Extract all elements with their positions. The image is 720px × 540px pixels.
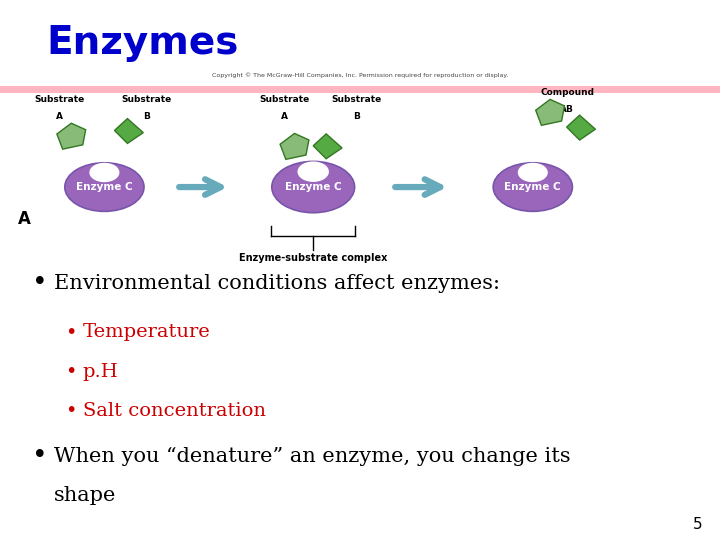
Text: Salt concentration: Salt concentration — [83, 402, 266, 420]
Text: Substrate: Substrate — [35, 95, 85, 104]
Polygon shape — [567, 115, 595, 140]
Text: B: B — [353, 112, 360, 121]
Polygon shape — [114, 119, 143, 144]
Text: When you “denature” an enzyme, you change its: When you “denature” an enzyme, you chang… — [54, 447, 571, 466]
Ellipse shape — [493, 163, 572, 211]
Ellipse shape — [518, 163, 548, 182]
Text: A: A — [281, 112, 288, 121]
Ellipse shape — [65, 163, 144, 211]
Ellipse shape — [271, 161, 354, 213]
Text: Compound: Compound — [540, 89, 595, 97]
Text: •: • — [32, 443, 48, 469]
Text: shape: shape — [54, 486, 117, 505]
Text: 5: 5 — [693, 517, 702, 532]
Text: Copyright © The McGraw-Hill Companies, Inc. Permission required for reproduction: Copyright © The McGraw-Hill Companies, I… — [212, 72, 508, 78]
Polygon shape — [57, 123, 86, 149]
Text: •: • — [32, 271, 48, 296]
Text: Enzymes: Enzymes — [47, 24, 239, 62]
Text: Enzyme C: Enzyme C — [505, 182, 561, 192]
Text: A: A — [56, 112, 63, 121]
Text: Substrate: Substrate — [331, 95, 382, 104]
Bar — [0, 86, 720, 93]
Polygon shape — [536, 99, 564, 125]
Text: Substrate: Substrate — [121, 95, 171, 104]
Text: Environmental conditions affect enzymes:: Environmental conditions affect enzymes: — [54, 274, 500, 293]
Ellipse shape — [89, 163, 120, 182]
Text: AB: AB — [560, 105, 575, 114]
Text: Enzyme-substrate complex: Enzyme-substrate complex — [239, 253, 387, 262]
Text: Substrate: Substrate — [259, 95, 310, 104]
Text: •: • — [65, 362, 76, 381]
Text: A: A — [18, 211, 31, 228]
Text: Enzyme C: Enzyme C — [285, 182, 341, 192]
Text: Enzyme C: Enzyme C — [76, 182, 132, 192]
Text: Temperature: Temperature — [83, 323, 210, 341]
Ellipse shape — [297, 161, 329, 182]
Polygon shape — [313, 134, 342, 159]
Polygon shape — [280, 133, 309, 159]
Text: •: • — [65, 401, 76, 421]
Text: p.H: p.H — [83, 362, 119, 381]
Text: B: B — [143, 112, 150, 121]
Text: •: • — [65, 322, 76, 342]
